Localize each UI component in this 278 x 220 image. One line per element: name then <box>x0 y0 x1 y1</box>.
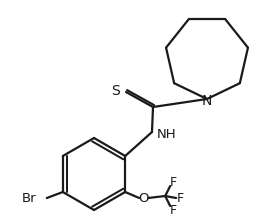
Text: F: F <box>170 176 177 189</box>
Text: NH: NH <box>157 128 177 141</box>
Text: F: F <box>170 204 177 216</box>
Text: S: S <box>111 84 120 98</box>
Text: F: F <box>177 191 184 205</box>
Text: O: O <box>138 191 148 205</box>
Text: Br: Br <box>22 191 37 205</box>
Text: N: N <box>202 94 212 108</box>
